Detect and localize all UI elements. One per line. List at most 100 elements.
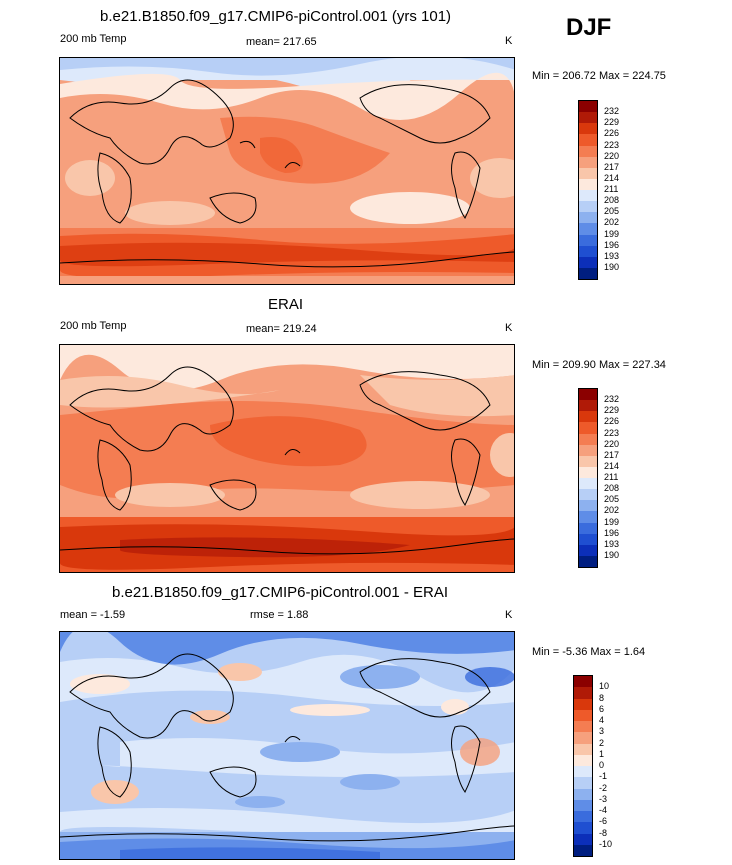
colorbar-tick-label: 214 [604,460,620,471]
colorbar-tick-label: 208 [604,195,620,206]
colorbar-tick-label: 217 [604,161,620,172]
panel-2-map [59,344,515,573]
colorbar-swatch [579,411,597,423]
colorbar-swatch [574,687,592,699]
panel-3-units-label: K [505,609,513,621]
panel-3-colorbar [573,675,593,857]
colorbar-swatch [579,500,597,512]
colorbar-tick-label: 220 [604,438,620,449]
colorbar-tick-label: 217 [604,449,620,460]
colorbar-swatch [579,422,597,434]
colorbar-tick-label: 196 [604,527,620,538]
panel-1-minmax-label: Min = 206.72 Max = 224.75 [532,70,666,82]
panel-2-units-label: K [505,322,513,334]
colorbar-tick-label: 3 [599,726,605,737]
colorbar-tick-label: 229 [604,117,620,128]
colorbar-swatch [574,676,592,688]
colorbar-tick-label: 190 [604,549,620,560]
colorbar-swatch [574,844,592,856]
colorbar-swatch [579,444,597,456]
panel-2-colorbar [578,388,598,568]
colorbar-tick-label: 211 [604,472,619,482]
colorbar-swatch [574,766,592,778]
colorbar-tick-label: 226 [604,128,620,139]
colorbar-swatch [574,709,592,721]
colorbar-swatch [579,267,597,279]
colorbar-swatch [579,400,597,412]
colorbar-swatch [579,478,597,490]
panel-1-map [59,57,515,285]
colorbar-swatch [579,466,597,478]
colorbar-swatch [579,389,597,401]
colorbar-swatch [579,533,597,545]
colorbar-tick-label: -1 [599,771,608,782]
colorbar-tick-label: 10 [599,681,610,692]
colorbar-swatch [579,212,597,224]
colorbar-tick-label: 211 [604,184,619,194]
colorbar-swatch [579,167,597,179]
colorbar-swatch [574,822,592,834]
colorbar-tick-label: -6 [599,816,608,827]
colorbar-tick-label: 193 [604,538,620,549]
colorbar-tick-label: 232 [604,106,620,117]
colorbar-swatch [579,455,597,467]
colorbar-tick-label: 202 [604,505,620,516]
panel-2-mean-label: mean= 219.24 [246,323,317,335]
colorbar-swatch [574,811,592,823]
colorbar-swatch [574,732,592,744]
colorbar-tick-label: 199 [604,228,620,239]
colorbar-swatch [574,698,592,710]
colorbar-swatch [579,178,597,190]
colorbar-swatch [579,544,597,556]
colorbar-tick-label: 8 [599,692,605,703]
colorbar-swatch [579,190,597,202]
colorbar-swatch [579,223,597,235]
colorbar-swatch [579,145,597,157]
colorbar-swatch [579,555,597,567]
colorbar-tick-label: -4 [599,805,608,815]
colorbar-tick-label: 205 [604,206,620,217]
colorbar-tick-label: 229 [604,405,620,416]
panel-1-title: b.e21.B1850.f09_g17.CMIP6-piControl.001 … [100,8,452,25]
panel-2-variable-label: 200 mb Temp [60,320,127,332]
panel-3-mean-label: mean = -1.59 [60,609,126,621]
colorbar-swatch [574,777,592,789]
colorbar-swatch [579,134,597,146]
panel-2-title: ERAI [268,296,304,313]
panel-1-units-label: K [505,35,513,47]
colorbar-tick-label: 0 [599,760,605,770]
colorbar-tick-label: 214 [604,172,620,183]
panel-2-minmax-label: Min = 209.90 Max = 227.34 [532,359,666,371]
colorbar-swatch [574,833,592,845]
colorbar-tick-label: 190 [604,261,620,272]
colorbar-tick-label: 223 [604,139,620,150]
colorbar-swatch [574,754,592,766]
colorbar-swatch [579,234,597,246]
panel-3-minmax-label: Min = -5.36 Max = 1.64 [532,646,646,658]
colorbar-tick-label: 232 [604,394,620,405]
colorbar-tick-label: 223 [604,427,620,438]
colorbar-swatch [579,256,597,268]
colorbar-tick-label: 1 [599,748,605,759]
colorbar-swatch [579,433,597,445]
colorbar-swatch [579,511,597,523]
colorbar-tick-label: 193 [604,250,620,261]
season-label: DJF [566,14,612,41]
panel-1-colorbar [578,100,598,280]
colorbar-swatch [574,799,592,811]
colorbar-tick-label: 205 [604,494,620,505]
colorbar-tick-label: 208 [604,483,620,494]
colorbar-tick-label: 2 [599,737,605,748]
colorbar-swatch [574,721,592,733]
panel-3-title: b.e21.B1850.f09_g17.CMIP6-piControl.001 … [112,584,449,601]
colorbar-swatch [579,245,597,257]
colorbar-tick-label: 196 [604,239,620,250]
colorbar-tick-label: -8 [599,827,608,838]
colorbar-tick-label: 226 [604,416,620,427]
colorbar-tick-label: 199 [604,516,620,527]
colorbar-tick-label: 6 [599,703,605,714]
colorbar-tick-label: -10 [599,838,613,849]
colorbar-swatch [579,112,597,124]
panel-3-map [59,631,515,860]
colorbar-swatch [574,788,592,800]
